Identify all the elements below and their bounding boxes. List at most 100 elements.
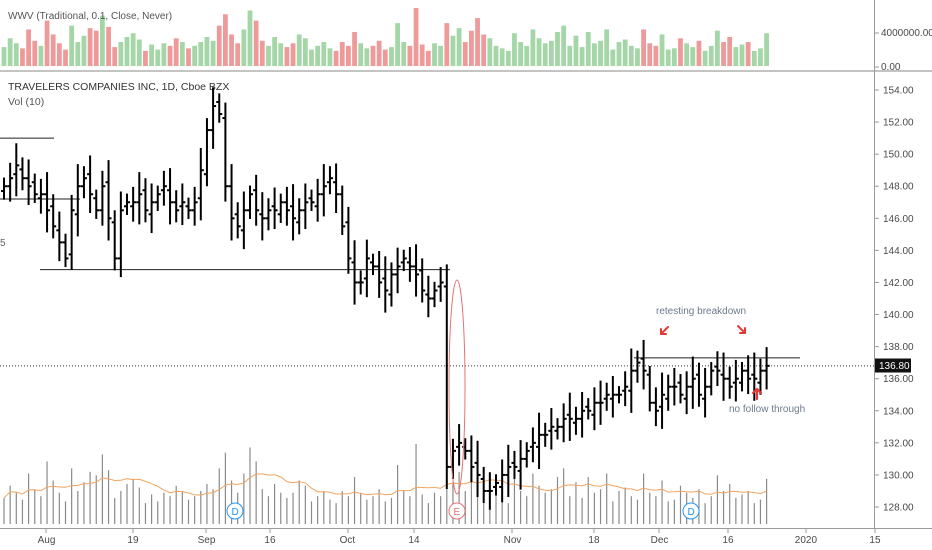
top-volume-bar bbox=[585, 31, 591, 67]
price-bar bbox=[517, 440, 524, 490]
volume-ma-line bbox=[3, 473, 767, 499]
price-bar bbox=[50, 194, 57, 239]
price-bar bbox=[640, 339, 647, 390]
top-volume-bar bbox=[13, 43, 19, 66]
price-bar bbox=[634, 350, 641, 383]
price-tick-label: 144.00 bbox=[883, 246, 914, 257]
top-volume-bar bbox=[266, 45, 271, 66]
price-bar bbox=[68, 194, 75, 270]
price-tick-label: 134.00 bbox=[883, 406, 914, 417]
time-tick-label: Oct bbox=[340, 535, 356, 546]
top-volume-bar bbox=[389, 47, 394, 66]
top-volume-bar bbox=[44, 20, 50, 66]
top-volume-bar bbox=[223, 14, 228, 66]
top-volume-bar bbox=[352, 31, 357, 67]
price-bar bbox=[13, 143, 20, 197]
top-volume-bar bbox=[616, 42, 622, 66]
top-volume-bar bbox=[358, 43, 364, 66]
top-volume-bar bbox=[462, 42, 468, 66]
price-bar bbox=[37, 178, 44, 214]
price-bar bbox=[154, 185, 161, 211]
top-volume-bar bbox=[241, 29, 247, 66]
chart-title: TRAVELERS COMPANIES INC, 1D, Cboe BZX bbox=[8, 81, 229, 93]
price-bar bbox=[677, 374, 684, 404]
earnings-marker[interactable]: E bbox=[448, 502, 466, 520]
top-volume-bar bbox=[235, 43, 241, 66]
price-bar bbox=[99, 170, 106, 226]
price-bar bbox=[406, 247, 413, 282]
top-volume-bar bbox=[130, 33, 136, 66]
price-bar bbox=[529, 427, 536, 463]
price-bar bbox=[216, 93, 223, 123]
price-bar bbox=[720, 352, 727, 401]
price-bar bbox=[124, 193, 130, 215]
top-volume-bar bbox=[290, 43, 296, 66]
top-volume-bar bbox=[739, 44, 745, 66]
price-bar bbox=[228, 164, 235, 241]
top-volume-bar bbox=[118, 42, 124, 66]
price-tick-label: 132.00 bbox=[883, 438, 914, 449]
price-bar bbox=[757, 358, 764, 395]
price-bar bbox=[659, 372, 666, 429]
top-axis-tick-2: 0.00 bbox=[881, 62, 901, 73]
top-volume-bar bbox=[456, 28, 462, 66]
price-bar bbox=[191, 186, 198, 226]
top-volume-bar bbox=[702, 50, 708, 66]
top-volume-bar bbox=[155, 49, 161, 66]
price-bar bbox=[326, 166, 333, 195]
top-volume-bar bbox=[530, 29, 536, 66]
top-volume-bar bbox=[321, 42, 327, 66]
top-panel-label: WWV (Traditional, 0.1, Close, Never) bbox=[8, 11, 172, 22]
time-tick-label: Aug bbox=[38, 535, 56, 546]
top-volume-bar bbox=[751, 50, 757, 66]
price-bar bbox=[210, 87, 217, 149]
price-bar bbox=[437, 267, 444, 302]
top-volume-bar bbox=[413, 8, 419, 66]
price-bar bbox=[290, 184, 297, 241]
price-tick-label: 150.00 bbox=[883, 150, 914, 161]
top-volume-bar bbox=[598, 40, 603, 66]
top-volume-bar bbox=[210, 40, 216, 66]
top-volume-bar bbox=[32, 40, 38, 66]
price-tick-label: 140.00 bbox=[883, 310, 914, 321]
price-bar bbox=[443, 264, 450, 490]
price-bar bbox=[80, 166, 87, 199]
price-bar bbox=[222, 102, 229, 202]
top-volume-bar bbox=[315, 45, 321, 66]
top-volume-bar bbox=[259, 40, 265, 66]
top-volume-bar bbox=[161, 43, 167, 66]
top-volume-bar bbox=[542, 43, 548, 66]
price-bar bbox=[695, 362, 702, 407]
price-bar bbox=[566, 392, 573, 441]
price-bar bbox=[363, 239, 370, 298]
price-bar bbox=[136, 172, 143, 225]
top-volume-bar bbox=[518, 42, 523, 66]
top-volume-bar bbox=[100, 15, 105, 67]
price-bar bbox=[505, 444, 512, 498]
top-volume-bar bbox=[339, 42, 345, 66]
top-volume-bar bbox=[149, 44, 154, 66]
top-volume-bar bbox=[450, 35, 456, 66]
price-bar bbox=[726, 366, 733, 399]
dividend-marker-1[interactable]: D bbox=[226, 502, 244, 520]
price-bars bbox=[1, 87, 770, 510]
price-bar bbox=[732, 359, 739, 402]
price-bar bbox=[105, 160, 112, 241]
price-bar bbox=[1, 177, 7, 200]
price-bar bbox=[419, 258, 426, 303]
top-volume-bar bbox=[81, 35, 87, 66]
arrow-down-right-icon bbox=[737, 325, 746, 334]
price-bar bbox=[240, 191, 247, 250]
top-volume-bar bbox=[56, 43, 62, 66]
top-volume-bar bbox=[745, 42, 751, 66]
price-bar bbox=[167, 168, 174, 225]
top-volume-bar bbox=[665, 49, 671, 66]
top-volume-bar bbox=[444, 23, 450, 67]
top-volume-bar bbox=[696, 40, 702, 66]
top-volume-bar bbox=[592, 43, 597, 66]
dividend-marker-2[interactable]: D bbox=[682, 502, 700, 520]
top-volume-bar bbox=[764, 33, 769, 66]
top-volume-bar bbox=[573, 35, 579, 66]
top-volume-bar bbox=[333, 50, 339, 66]
